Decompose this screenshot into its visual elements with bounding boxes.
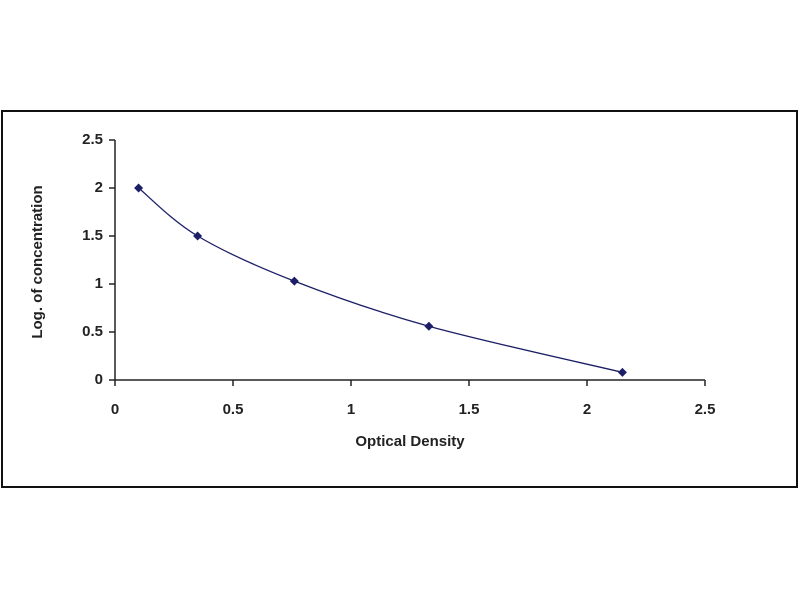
- data-point: [193, 231, 203, 241]
- chart-frame: [1, 110, 798, 488]
- data-point: [617, 367, 627, 377]
- x-tick-label: 2: [583, 401, 591, 418]
- y-tick-label: 0: [95, 371, 103, 388]
- x-tick-label: 1: [347, 401, 355, 418]
- data-point: [424, 321, 434, 331]
- fit-line: [138, 187, 623, 373]
- data-point: [289, 276, 299, 286]
- y-tick-label: 2.5: [82, 131, 103, 148]
- data-point: [134, 183, 144, 193]
- y-tick-label: 0.5: [82, 323, 103, 340]
- x-tick-label: 0.5: [223, 401, 244, 418]
- y-tick-label: 1: [95, 275, 103, 292]
- x-axis-label: Optical Density: [355, 433, 465, 450]
- x-tick-label: 1.5: [459, 401, 480, 418]
- y-axis-label: Log. of concentration: [29, 185, 46, 338]
- x-tick-label: 2.5: [695, 401, 716, 418]
- y-tick-label: 2: [95, 179, 103, 196]
- y-tick-label: 1.5: [82, 227, 103, 244]
- x-tick-label: 0: [111, 401, 119, 418]
